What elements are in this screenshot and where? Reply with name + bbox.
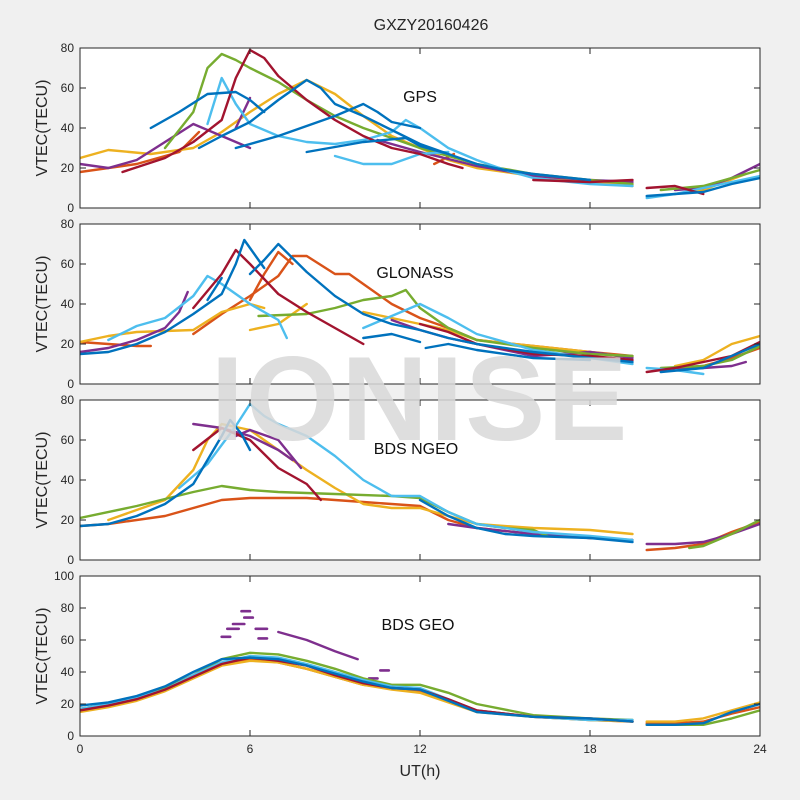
- series-line: [645, 184, 705, 196]
- x-tick-label: 6: [247, 742, 254, 756]
- panel-label: BDS GEO: [382, 617, 455, 634]
- panel-glonass: 0 20 40 60 80 VTEC(TECU) GLONASS: [34, 217, 761, 391]
- series-line: [107, 422, 634, 536]
- series-line: [257, 288, 634, 358]
- series-line: [197, 78, 592, 182]
- y-tick-label: 60: [61, 81, 75, 95]
- series-line: [178, 402, 634, 542]
- panel-label: GLONASS: [376, 265, 453, 282]
- series-line: [645, 706, 760, 725]
- x-tick-label: 0: [77, 742, 84, 756]
- series-line: [80, 651, 634, 722]
- y-tick-label: 20: [61, 161, 75, 175]
- plot-area: [80, 400, 760, 560]
- panel-bds-geo: 0 6 12 18 24 0 20 40 60 80 100 VTEC(TECU) BDS GEO: [34, 569, 767, 756]
- series-line: [277, 630, 359, 661]
- x-tick-label: 18: [583, 742, 597, 756]
- series-line: [248, 242, 634, 364]
- y-axis-label: VTEC(TECU): [34, 256, 51, 353]
- plot-area: [80, 576, 760, 736]
- y-tick-label: 60: [61, 433, 75, 447]
- y-tick-label: 60: [61, 257, 75, 271]
- series-line: [121, 48, 464, 174]
- x-axis-label: UT(h): [400, 763, 441, 780]
- series-group: [80, 48, 760, 200]
- x-tick-label: 12: [413, 742, 427, 756]
- y-tick-label: 40: [61, 121, 75, 135]
- panel-bds-ngeo: 0 20 40 60 80 VTEC(TECU) BDS NGEO: [34, 393, 761, 567]
- series-line: [80, 418, 252, 528]
- series-line: [192, 426, 322, 502]
- y-tick-label: 40: [61, 473, 75, 487]
- y-tick-label: 0: [67, 377, 74, 391]
- y-tick-label: 0: [67, 201, 74, 215]
- series-line: [659, 168, 760, 192]
- series-line: [248, 302, 308, 332]
- y-tick-label: 60: [61, 633, 75, 647]
- panel-gps: 0 20 40 60 80 VTEC(TECU) GPS: [34, 41, 761, 215]
- figure-title: GXZY20160426: [374, 17, 489, 34]
- series-line: [234, 428, 303, 470]
- series-line: [305, 136, 450, 156]
- y-tick-label: 40: [61, 665, 75, 679]
- y-tick-label: 20: [61, 697, 75, 711]
- y-tick-label: 0: [67, 553, 74, 567]
- y-tick-label: 20: [61, 337, 75, 351]
- series-line: [192, 248, 365, 346]
- series-group: [80, 238, 760, 376]
- y-tick-label: 80: [61, 601, 75, 615]
- series-line: [645, 701, 760, 723]
- y-tick-label: 80: [61, 217, 75, 231]
- series-line: [645, 176, 760, 198]
- series-group: [80, 402, 760, 552]
- series-line: [688, 518, 760, 550]
- series-line: [80, 290, 189, 354]
- watermark: IONISE: [211, 332, 630, 466]
- y-axis-label: VTEC(TECU): [34, 608, 51, 705]
- series-line: [532, 178, 634, 184]
- x-tick-label: 24: [753, 742, 767, 756]
- y-tick-label: 100: [54, 569, 74, 583]
- y-tick-label: 80: [61, 393, 75, 407]
- y-axis-label: VTEC(TECU): [34, 432, 51, 529]
- panel-label: GPS: [403, 89, 437, 106]
- y-axis-label: VTEC(TECU): [34, 80, 51, 177]
- series-line: [333, 150, 450, 166]
- series-line: [659, 342, 760, 374]
- series-line: [418, 498, 634, 544]
- series-line: [362, 332, 422, 344]
- series-line: [248, 250, 294, 302]
- y-tick-label: 40: [61, 297, 75, 311]
- series-line: [80, 656, 634, 723]
- series-line: [234, 102, 422, 150]
- series-line: [149, 90, 266, 130]
- series-line: [80, 238, 266, 356]
- y-tick-label: 0: [67, 729, 74, 743]
- series-line: [206, 276, 223, 302]
- series-line: [107, 274, 288, 342]
- y-tick-label: 20: [61, 513, 75, 527]
- series-line: [192, 422, 294, 462]
- series-line: [206, 76, 634, 188]
- series-line: [645, 702, 760, 726]
- panel-label: BDS NGEO: [374, 441, 458, 458]
- series-group: [80, 609, 760, 726]
- series-line: [424, 342, 592, 362]
- series-line: [673, 334, 760, 368]
- y-tick-label: 80: [61, 41, 75, 55]
